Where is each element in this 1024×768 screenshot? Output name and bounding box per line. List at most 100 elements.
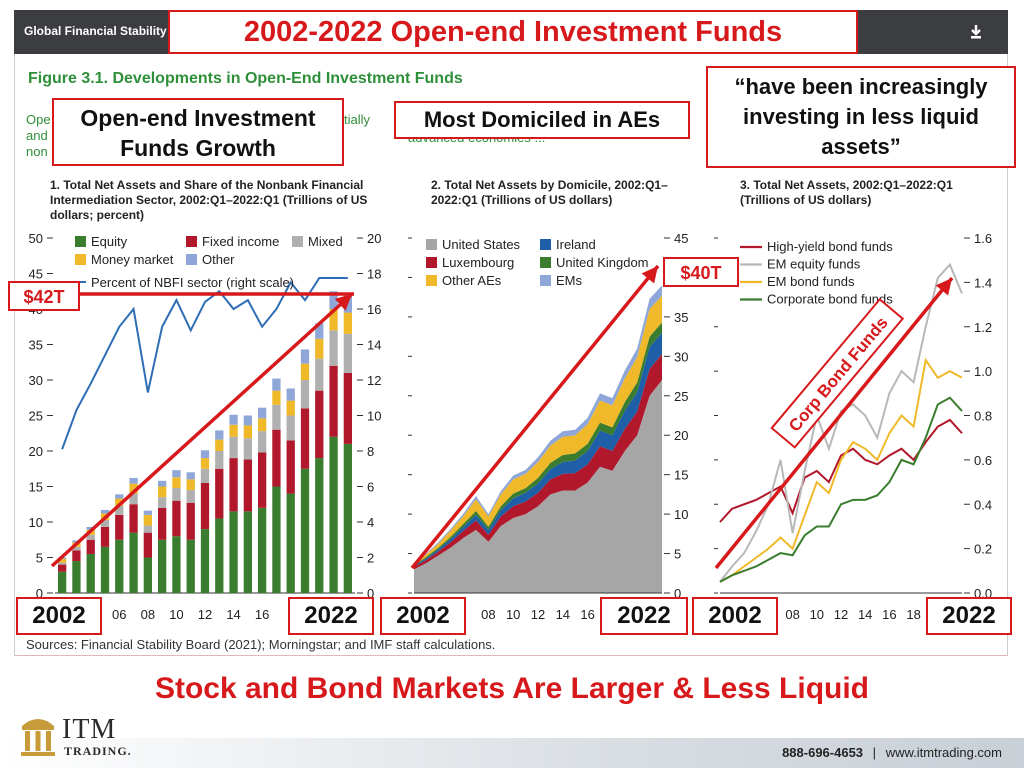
panel1-bar-segment (343, 443, 352, 593)
panel1-bar-segment (129, 477, 138, 484)
panel3-x-tick-label: 10 (810, 607, 824, 622)
panel1-y-tick-label: 0 (36, 586, 43, 601)
panel3-x-tick-label: 18 (906, 607, 920, 622)
panel1-bar-segment (58, 558, 67, 563)
panel1-bar-segment (300, 408, 310, 469)
panel2-legend-label: EMs (556, 273, 583, 288)
logo-sub: TRADING. (64, 744, 132, 758)
panel3-legend-label: High-yield bond funds (767, 239, 893, 254)
footer-website[interactable]: www.itmtrading.com (885, 745, 1002, 760)
year-end-panel1: 2022 (288, 597, 374, 635)
temple-logo-icon (21, 719, 55, 756)
panel1-bar-segment (343, 372, 352, 444)
panel2-area-luxembourg (414, 353, 662, 570)
panel2-area-united-states (414, 380, 662, 593)
panel3-title: 3. Total Net Assets, 2002:Q1–2022:Q1 (Tr… (740, 178, 953, 207)
panel1-bar-segment (272, 429, 281, 487)
download-icon[interactable] (966, 22, 986, 42)
panel1-bar-segment (143, 510, 152, 515)
panel1-bar-segment (300, 363, 310, 380)
panel1-legend-swatch (186, 236, 197, 247)
footer-contact: 888-696-4653 | www.itmtrading.com (782, 745, 1002, 760)
panel1-y-tick-label: 10 (29, 515, 43, 530)
panel1-y-tick-label: 25 (29, 409, 43, 424)
panel1-bar-segment (172, 470, 181, 478)
panel1-bar-segment (215, 468, 224, 519)
panel3-y-tick-label: 0.2 (974, 542, 992, 557)
panel2-legend-label: United States (442, 237, 521, 252)
panel1-bar-segment (143, 525, 152, 533)
panel1-legend-swatch (292, 236, 303, 247)
panel1-y-tick-label: 30 (29, 373, 43, 388)
panel1-y2-tick-label: 2 (367, 551, 374, 566)
panel1-bar-segment (258, 407, 267, 419)
panel3-x-tick-label: 12 (834, 607, 848, 622)
panel1-bar-segment (258, 452, 267, 508)
label-40t: $40T (680, 263, 721, 283)
panel2-x-tick-label: 08 (481, 607, 495, 622)
itm-logo: ITM TRADING. (18, 712, 148, 762)
panel2-y-tick-label: 25 (674, 389, 688, 404)
panel1-bar-segment (215, 430, 224, 440)
panel1-y-tick-label: 20 (29, 444, 43, 459)
panel3-y-tick-label: 0.8 (974, 409, 992, 424)
panel2-x-tick-label: 10 (506, 607, 520, 622)
panel1-bar-segment (72, 546, 81, 551)
panel1-bar-segment (129, 504, 138, 533)
panel1-bar-segment (86, 539, 95, 554)
panel1-bar-segment (329, 365, 338, 437)
panel1-bar-segment (300, 380, 310, 409)
panel1-bar-segment (158, 539, 167, 593)
panel1-bar-segment (172, 487, 181, 501)
report-title: Global Financial Stability (24, 24, 167, 38)
panel1-bar-segment (172, 536, 181, 593)
panel3-x-tick-label: 16 (882, 607, 896, 622)
panel1-bar-segment (243, 425, 252, 439)
panel1-bar-segment (315, 338, 324, 359)
panel2-y-tick-label: 5 (674, 547, 681, 562)
footer-phone[interactable]: 888-696-4653 (782, 745, 864, 760)
panel1-bar-segment (315, 323, 324, 339)
panel1-bar-segment (58, 571, 67, 593)
panel1-bar-segment (100, 519, 110, 527)
panel2-y-tick-label: 0 (674, 586, 681, 601)
panel1-bar-segment (72, 550, 81, 562)
panel2-growth-arrow (410, 264, 660, 570)
panel1-bar-segment (258, 418, 267, 432)
panel1-y2-tick-label: 6 (367, 480, 374, 495)
panel2-legend-swatch (540, 239, 551, 250)
panel3-growth-arrow (714, 276, 954, 570)
panel1-bar-segment (272, 486, 281, 593)
panel3-y-tick-label: 0.6 (974, 453, 992, 468)
panel1-bar-segment (100, 546, 110, 593)
panel1-bar-segment (200, 458, 210, 469)
panel1-bar-segment (243, 415, 252, 426)
panel2-legend-swatch (540, 275, 551, 286)
panel1-bar-segment (229, 511, 238, 593)
panel1-x-tick-label: 10 (169, 607, 183, 622)
panel1-growth-arrow-head (334, 294, 352, 311)
intro-fragment-mid: tially (344, 112, 371, 127)
panel1-bar-segment (115, 498, 124, 506)
panel1-x-tick-label: 12 (198, 607, 212, 622)
panel1-y2-tick-label: 4 (367, 515, 374, 530)
panel1-y2-tick-label: 12 (367, 373, 381, 388)
panel1-legend-label: Fixed income (202, 234, 279, 249)
label-42t: $42T (23, 287, 64, 307)
panel1-legend-swatch (75, 236, 86, 247)
year-end-panel2: 2022 (600, 597, 688, 635)
panel1-bar-segment (215, 439, 224, 451)
year-start-panel3: 2002 (692, 597, 778, 635)
panel2-x-tick-label: 16 (580, 607, 594, 622)
panel1-bar-segment (86, 553, 95, 593)
panel2-y-tick-label: 15 (674, 468, 688, 483)
panel1-bar-segment (100, 509, 110, 514)
panel3-y-tick-label: 1.6 (974, 231, 992, 246)
panel1-y2-tick-label: 0 (367, 586, 374, 601)
panel1-bar-segment (286, 493, 295, 593)
panel2-legend-swatch (540, 257, 551, 268)
panel3-legend-label: Corporate bond funds (767, 292, 893, 307)
panel1-y-tick-label: 45 (29, 267, 43, 282)
panel1-y2-tick-label: 8 (367, 444, 374, 459)
panel1-bar-segment (86, 526, 95, 530)
